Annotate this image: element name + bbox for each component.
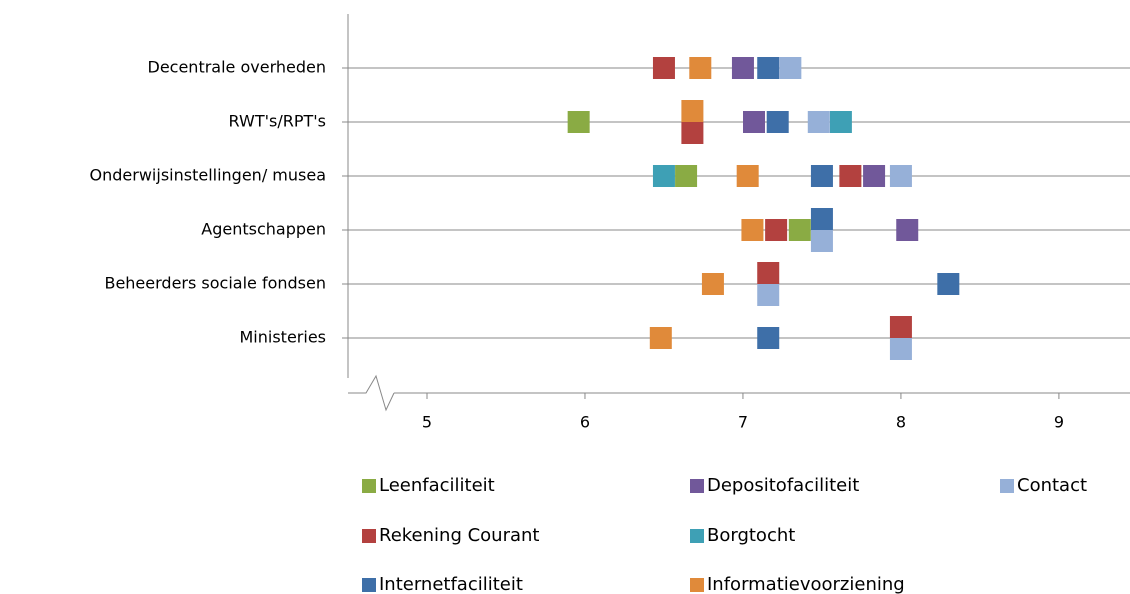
dot xyxy=(741,219,764,241)
dot xyxy=(765,219,788,241)
legend-swatch xyxy=(690,479,704,493)
category-label: Beheerders sociale fondsen xyxy=(104,274,326,293)
dot xyxy=(736,165,759,187)
dot xyxy=(889,316,912,338)
dot xyxy=(757,57,780,79)
dot xyxy=(807,111,830,133)
dot xyxy=(652,57,675,79)
legend-label: Borgtocht xyxy=(707,525,795,546)
legend-label: Leenfaciliteit xyxy=(379,475,495,496)
category-label: Decentrale overheden xyxy=(148,58,327,77)
dot xyxy=(779,57,802,79)
dot xyxy=(889,338,912,360)
x-tick-label: 8 xyxy=(896,413,906,432)
legend-swatch xyxy=(1000,479,1014,493)
category-label: Onderwijsinstellingen/ musea xyxy=(90,166,326,185)
dot xyxy=(896,219,919,241)
legend-label: Internetfaciliteit xyxy=(379,574,523,594)
dot xyxy=(757,327,780,349)
dot xyxy=(829,111,852,133)
dot xyxy=(731,57,754,79)
dot xyxy=(681,100,704,122)
dot xyxy=(757,262,780,284)
x-tick-label: 9 xyxy=(1054,413,1064,432)
axis-break xyxy=(348,374,395,412)
legend: Leenfaciliteit Rekening Courant Internetfa… xyxy=(362,475,1087,594)
dot xyxy=(567,111,590,133)
x-tick-label: 6 xyxy=(580,413,590,432)
dot xyxy=(810,165,833,187)
dot xyxy=(701,273,724,295)
legend-swatch xyxy=(690,578,704,592)
legend-label: Rekening Courant xyxy=(379,525,539,546)
dot xyxy=(652,165,675,187)
dot xyxy=(889,165,912,187)
dot xyxy=(689,57,712,79)
category-label: Ministeries xyxy=(240,328,327,347)
dot xyxy=(839,165,862,187)
x-tick-label: 5 xyxy=(422,413,432,432)
dot xyxy=(649,327,672,349)
x-tick-label: 7 xyxy=(738,413,748,432)
legend-swatch xyxy=(362,529,376,543)
legend-swatch xyxy=(362,479,376,493)
dot xyxy=(675,165,698,187)
category-label: RWT's/RPT's xyxy=(229,112,326,131)
dot xyxy=(810,230,833,252)
legend-label: Informatievoorziening xyxy=(707,574,905,594)
category-label: Agentschappen xyxy=(201,220,326,239)
dot xyxy=(810,208,833,230)
legend-swatch xyxy=(690,529,704,543)
dot xyxy=(863,165,886,187)
dot xyxy=(743,111,766,133)
dot xyxy=(757,284,780,306)
legend-swatch xyxy=(362,578,376,592)
legend-label: Contact xyxy=(1017,475,1087,496)
dot xyxy=(937,273,960,295)
dot xyxy=(766,111,789,133)
dot xyxy=(788,219,811,241)
dot xyxy=(681,122,704,144)
legend-label: Depositofaciliteit xyxy=(707,475,859,496)
